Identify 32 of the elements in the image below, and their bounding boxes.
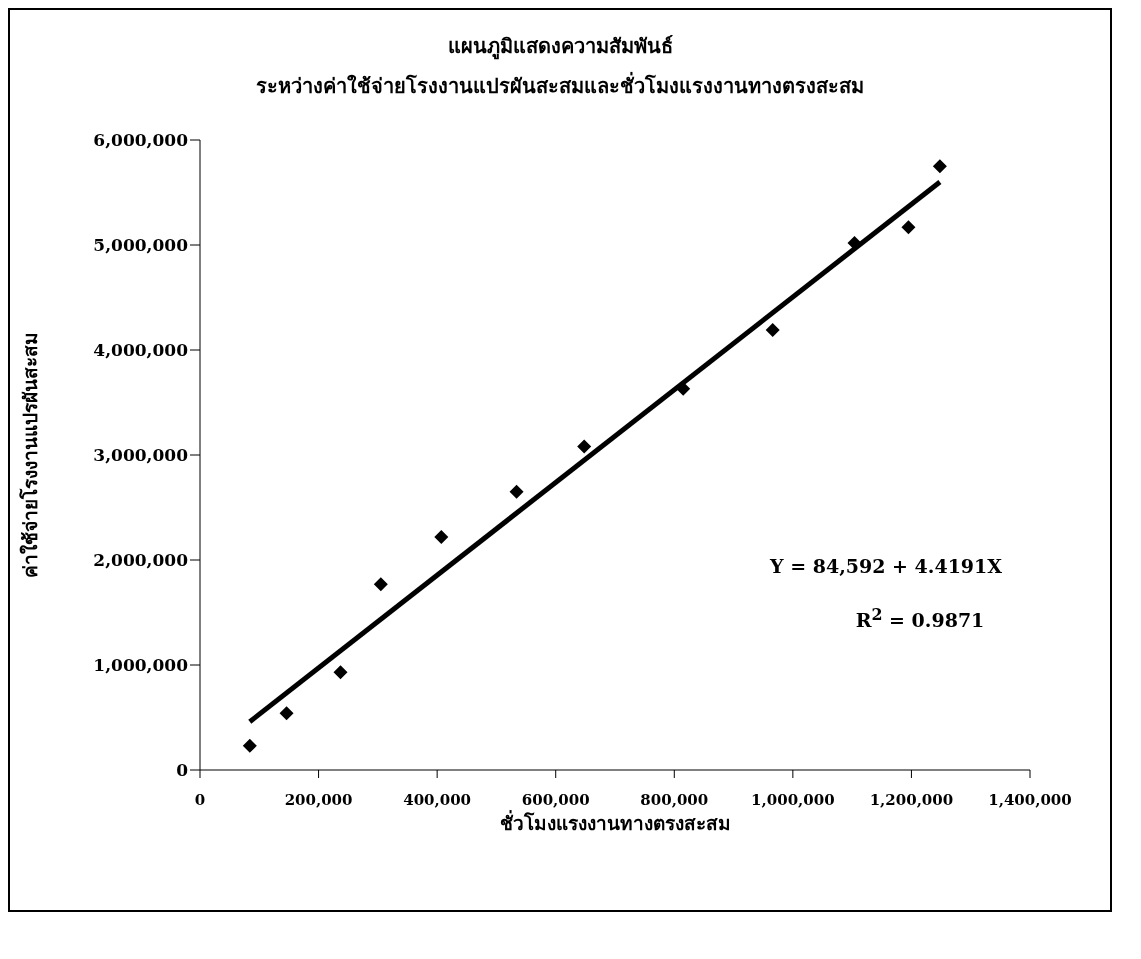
point [901, 220, 916, 235]
point [509, 484, 524, 499]
point [373, 577, 388, 592]
point [765, 323, 780, 338]
annotation: R$^{2}$ = 0.9871 [854, 605, 986, 632]
y-axis-title: ค่าใช้จ่ายโรงงานแปรผันสะสม [18, 332, 41, 578]
x-tick-label: 1,000,000 [751, 790, 835, 809]
point [242, 738, 257, 753]
point [434, 529, 449, 544]
x-tick-label: 200,000 [284, 790, 353, 809]
x-axis-title: ชั่วโมงแรงงานทางตรงสะสม [499, 810, 731, 834]
x-tick-label: 800,000 [640, 790, 709, 809]
y-tick-label: 6,000,000 [93, 130, 189, 151]
y-tick-label: 3,000,000 [93, 445, 189, 466]
x-tick-label: 600,000 [521, 790, 590, 809]
x-tick-label: 1,200,000 [869, 790, 954, 809]
x-tick-label: 0 [194, 790, 206, 809]
point [333, 665, 348, 680]
x-tick-label: 1,400,000 [988, 790, 1072, 809]
point [279, 706, 294, 721]
y-tick-label: 0 [176, 760, 189, 781]
chart-title: แผนภูมิแสดงความสัมพันธ์ [446, 33, 674, 62]
y-tick-label: 4,000,000 [93, 340, 189, 361]
y-tick-label: 5,000,000 [93, 235, 189, 256]
annotation: Y = 84,592 + 4.4191X [770, 555, 1004, 577]
y-tick-label: 1,000,000 [93, 655, 189, 676]
point [577, 439, 592, 454]
x-tick-label: 400,000 [403, 790, 472, 809]
point [932, 159, 947, 174]
y-tick-label: 2,000,000 [93, 550, 189, 571]
chart-subtitle: ระหว่างค่าใช้จ่ายโรงงานแปรผันสะสมและชั่วโมงแรงงานทางตรงสะสม [255, 71, 865, 100]
point [847, 235, 862, 250]
